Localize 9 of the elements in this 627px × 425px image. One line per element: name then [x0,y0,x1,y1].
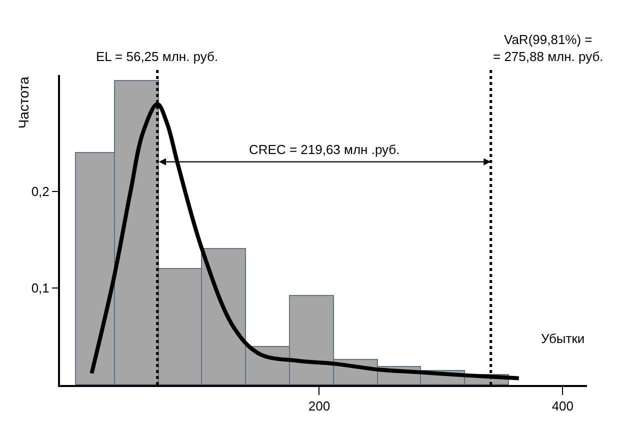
text: EL = 56,25 млн. руб. [96,49,218,64]
y-tick-label: 0,1 [31,280,50,296]
x-axis-title: Убытки [541,331,585,346]
annotation: CREC = 219,63 млн .руб. [249,142,400,157]
y-tick-label: 0,2 [31,184,50,199]
x-tick-label: 200 [308,398,330,414]
x-tick-label: 400 [552,398,574,414]
y-axis-title: Частота [16,76,32,129]
text: VaR(99,81%) = = 275,88 млн. руб. [493,32,604,64]
